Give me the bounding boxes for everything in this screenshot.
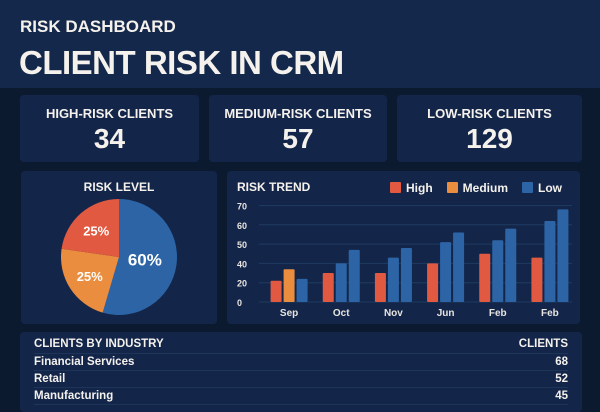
client-count: 68 xyxy=(555,356,568,368)
bar-low xyxy=(505,228,517,302)
legend-item-high: High xyxy=(389,181,433,195)
chart-title: RISK LEVEL xyxy=(83,180,155,194)
kpi-value: 57 xyxy=(282,123,314,154)
risk-level-card: RISK LEVEL 60% 25% 25% xyxy=(21,171,217,324)
slice-label: 25% xyxy=(83,224,109,239)
bar-high xyxy=(322,273,334,302)
client-count: 52 xyxy=(555,373,568,385)
pie-slice xyxy=(61,248,119,313)
bar-low xyxy=(544,220,556,302)
x-tick-label: Sep xyxy=(280,308,298,319)
y-tick-label: 40 xyxy=(237,259,247,269)
slice-label: 25% xyxy=(77,269,103,284)
table-row[interactable]: Manufacturing 45 xyxy=(34,388,568,405)
bar-low xyxy=(492,240,504,302)
risk-trend-card: RISK TREND High Medium Low 0 20 40 50 60 70 Se… xyxy=(227,171,580,324)
bar-low xyxy=(453,232,465,302)
bar-low xyxy=(296,278,308,302)
bar-high xyxy=(270,280,282,302)
bar-low xyxy=(387,257,399,302)
bar-low xyxy=(440,242,452,302)
table-row[interactable]: Financial Services 68 xyxy=(34,354,568,371)
bar-low xyxy=(335,263,347,302)
x-tick-label: Jun xyxy=(437,308,455,319)
kpi-value: 129 xyxy=(466,123,513,154)
kpi-label: HIGH-RISK CLIENTS xyxy=(45,106,174,121)
header-industry: CLIENTS BY INDUSTRY xyxy=(34,338,164,350)
pie-chart: 60% 25% 25% xyxy=(61,199,178,315)
x-tick-label: Feb xyxy=(489,308,507,319)
kpi-value: 34 xyxy=(93,123,126,154)
industry-table: CLIENTS BY INDUSTRY CLIENTS Financial Se… xyxy=(20,332,582,412)
x-tick-label: Oct xyxy=(333,308,350,319)
header: RISK DASHBOARD CLIENT RISK IN CRM xyxy=(0,0,600,88)
table-header: CLIENTS BY INDUSTRY CLIENTS xyxy=(34,335,568,354)
kpi-high-risk: HIGH-RISK CLIENTS 34 xyxy=(20,95,199,162)
bar-low xyxy=(348,249,360,302)
legend: High Medium Low xyxy=(389,181,562,195)
table-row[interactable]: Retail 52 xyxy=(34,371,568,388)
client-count: 45 xyxy=(555,390,568,402)
y-tick-label: 0 xyxy=(237,298,242,308)
bar-medium xyxy=(283,269,295,302)
bar-low xyxy=(400,247,412,302)
bar-high xyxy=(374,273,386,302)
industry-name: Manufacturing xyxy=(34,390,114,402)
dashboard-subtitle: RISK DASHBOARD xyxy=(20,17,176,36)
bar-chart: 0 20 40 50 60 70 Sep Oct Nov Jun Feb Feb xyxy=(237,202,572,319)
industry-name: Financial Services xyxy=(34,356,135,368)
header-clients: CLIENTS xyxy=(518,338,568,350)
legend-item-low: Low xyxy=(522,181,562,195)
legend-item-medium: Medium xyxy=(446,181,508,195)
y-tick-label: 50 xyxy=(237,240,247,250)
page-title: CLIENT RISK IN CRM xyxy=(19,44,344,81)
kpi-label: LOW-RISK CLIENTS xyxy=(427,106,552,121)
x-tick-label: Feb xyxy=(541,308,559,319)
y-tick-label: 60 xyxy=(237,221,247,231)
pie-slice xyxy=(61,199,119,257)
industry-name: Retail xyxy=(34,373,66,385)
x-tick-label: Nov xyxy=(384,308,403,319)
y-tick-label: 70 xyxy=(237,202,247,212)
bar-high xyxy=(531,257,543,302)
kpi-label: MEDIUM-RISK CLIENTS xyxy=(224,106,372,121)
y-tick-label: 20 xyxy=(237,279,247,289)
kpi-low-risk: LOW-RISK CLIENTS 129 xyxy=(397,95,582,162)
bar-low xyxy=(557,209,569,302)
kpi-medium-risk: MEDIUM-RISK CLIENTS 57 xyxy=(209,95,387,162)
bar-high xyxy=(479,253,491,302)
slice-label: 60% xyxy=(128,251,162,270)
pie-slice xyxy=(102,199,178,315)
bar-high xyxy=(427,263,439,302)
chart-title: RISK TREND xyxy=(237,180,311,194)
